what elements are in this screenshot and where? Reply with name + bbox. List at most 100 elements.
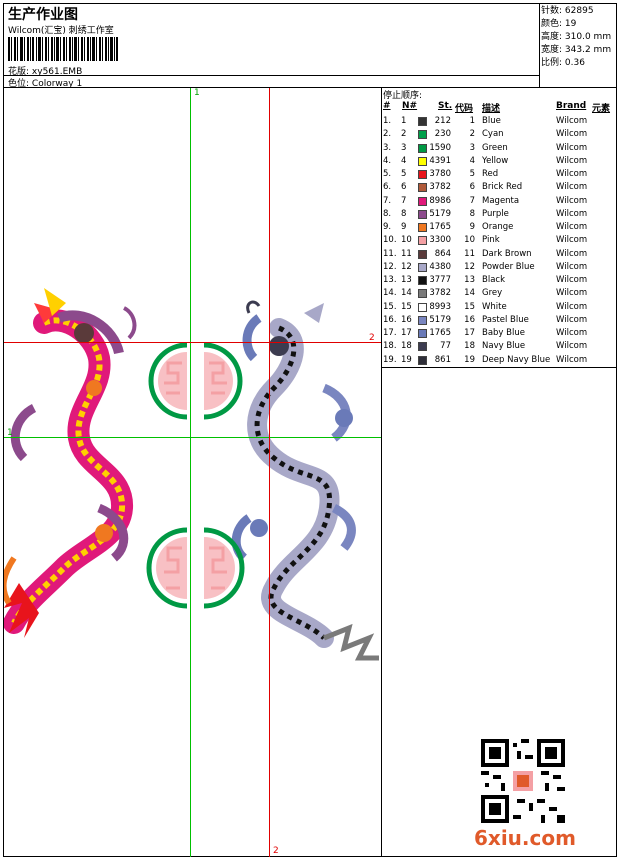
row-brand: Wilcom bbox=[556, 354, 588, 365]
row-brand: Wilcom bbox=[556, 129, 588, 140]
stop-sequence-title: 停止顺序: bbox=[383, 91, 423, 101]
row-description: Orange bbox=[482, 222, 514, 232]
color-swatch bbox=[418, 209, 427, 219]
color-swatch bbox=[418, 342, 427, 352]
row-code: 19 bbox=[464, 354, 475, 365]
row-stitches: 8986 bbox=[429, 195, 451, 206]
row-index: 12. bbox=[383, 261, 397, 272]
row-description: Grey bbox=[482, 288, 503, 299]
row-code: 3 bbox=[469, 142, 475, 153]
table-row[interactable]: 12. 12 4380 12 Powder Blue Wilcom bbox=[383, 261, 615, 274]
row-brand: Wilcom bbox=[556, 248, 588, 259]
color-swatch bbox=[418, 117, 427, 126]
row-description: Black bbox=[482, 275, 505, 285]
row-stitches: 4391 bbox=[429, 155, 451, 166]
row-brand: Wilcom bbox=[556, 328, 588, 338]
row-stitches: 212 bbox=[434, 116, 451, 126]
table-row[interactable]: 11. 11 864 11 Dark Brown Wilcom bbox=[383, 248, 615, 261]
table-row[interactable]: 6. 6 3782 6 Brick Red Wilcom bbox=[383, 181, 615, 194]
row-stitches: 230 bbox=[434, 129, 451, 140]
table-row[interactable]: 15. 15 8993 15 White Wilcom bbox=[383, 301, 615, 314]
row-index: 9. bbox=[383, 222, 392, 232]
row-code: 7 bbox=[469, 195, 475, 206]
row-index: 3. bbox=[383, 142, 392, 153]
row-needle: 19 bbox=[401, 354, 412, 365]
row-needle: 16 bbox=[401, 314, 412, 325]
row-needle: 13 bbox=[401, 275, 412, 285]
stats-panel: 针数: 62895 颜色: 19 高度: 310.0 mm 宽度: 343.2 … bbox=[541, 5, 611, 70]
green-guide-label-left: 1 bbox=[7, 428, 13, 438]
table-row[interactable]: 8. 8 5179 8 Purple Wilcom bbox=[383, 208, 615, 221]
design-value: xy561.EMB bbox=[31, 67, 83, 77]
row-brand: Wilcom bbox=[556, 222, 588, 232]
medallion-bottom-left bbox=[146, 527, 188, 609]
row-stitches: 3300 bbox=[429, 235, 451, 246]
row-code: 13 bbox=[464, 275, 475, 285]
row-brand: Wilcom bbox=[556, 155, 588, 166]
color-swatch bbox=[418, 143, 427, 153]
colorway-label: 色位: bbox=[8, 79, 30, 89]
row-brand: Wilcom bbox=[556, 288, 588, 299]
watermark-logo: 6xiu.com bbox=[474, 826, 576, 850]
row-brand: Wilcom bbox=[556, 182, 588, 193]
row-description: Purple bbox=[482, 208, 509, 219]
row-stitches: 861 bbox=[434, 354, 451, 365]
table-row[interactable]: 1. 1 212 1 Blue Wilcom bbox=[383, 115, 615, 128]
color-swatch bbox=[418, 236, 427, 246]
row-needle: 2 bbox=[401, 129, 407, 140]
green-vertical-guide bbox=[190, 88, 191, 857]
table-row[interactable]: 19. 19 861 19 Deep Navy Blue Wilcom bbox=[383, 354, 615, 367]
row-index: 17. bbox=[383, 328, 397, 338]
row-brand: Wilcom bbox=[556, 261, 588, 272]
row-stitches: 1765 bbox=[429, 222, 451, 232]
row-description: Cyan bbox=[482, 129, 504, 140]
table-row[interactable]: 3. 3 1590 3 Green Wilcom bbox=[383, 142, 615, 155]
design-canvas bbox=[4, 288, 379, 661]
table-row[interactable]: 5. 5 3780 5 Red Wilcom bbox=[383, 168, 615, 181]
colorway-line: 色位: Colorway 1 bbox=[8, 76, 82, 89]
row-index: 15. bbox=[383, 301, 397, 312]
table-row[interactable]: 17. 17 1765 17 Baby Blue Wilcom bbox=[383, 327, 615, 340]
row-stitches: 3782 bbox=[429, 288, 451, 299]
row-needle: 8 bbox=[401, 208, 407, 219]
color-count: 颜色: 19 bbox=[541, 18, 577, 29]
row-description: Yellow bbox=[482, 155, 509, 166]
row-index: 16. bbox=[383, 314, 397, 325]
row-index: 4. bbox=[383, 155, 392, 166]
row-code: 2 bbox=[469, 129, 475, 140]
red-vertical-guide bbox=[269, 88, 270, 857]
color-swatch bbox=[418, 196, 427, 206]
row-code: 6 bbox=[469, 182, 475, 193]
table-row[interactable]: 18. 18 77 18 Navy Blue Wilcom bbox=[383, 340, 615, 353]
table-row[interactable]: 9. 9 1765 9 Orange Wilcom bbox=[383, 221, 615, 234]
table-row[interactable]: 10. 10 3300 10 Pink Wilcom bbox=[383, 234, 615, 247]
row-index: 2. bbox=[383, 129, 392, 140]
right-dragon bbox=[231, 300, 379, 661]
red-guide-label-right: 2 bbox=[369, 333, 375, 343]
table-row[interactable]: 16. 16 5179 16 Pastel Blue Wilcom bbox=[383, 314, 615, 327]
row-code: 15 bbox=[464, 301, 475, 312]
row-stitches: 1590 bbox=[429, 142, 451, 153]
row-code: 16 bbox=[464, 314, 475, 325]
table-row[interactable]: 7. 7 8986 7 Magenta Wilcom bbox=[383, 195, 615, 208]
table-row[interactable]: 14. 14 3782 14 Grey Wilcom bbox=[383, 287, 615, 300]
row-brand: Wilcom bbox=[556, 314, 588, 325]
barcode bbox=[8, 37, 118, 61]
row-needle: 9 bbox=[401, 222, 407, 232]
color-swatch bbox=[418, 130, 427, 140]
row-needle: 7 bbox=[401, 195, 407, 206]
row-stitches: 1765 bbox=[429, 328, 451, 338]
divider bbox=[3, 75, 539, 76]
scale-value: 比例: 0.36 bbox=[541, 57, 585, 68]
colorway-value: Colorway 1 bbox=[31, 79, 83, 89]
row-description: Baby Blue bbox=[482, 328, 525, 338]
row-description: Pastel Blue bbox=[482, 314, 529, 325]
row-stitches: 3777 bbox=[429, 275, 451, 285]
row-index: 1. bbox=[383, 116, 392, 126]
row-needle: 1 bbox=[401, 116, 407, 126]
table-row[interactable]: 13. 13 3777 13 Black Wilcom bbox=[383, 274, 615, 287]
table-row[interactable]: 4. 4 4391 4 Yellow Wilcom bbox=[383, 155, 615, 168]
row-description: Green bbox=[482, 142, 508, 153]
table-row[interactable]: 2. 2 230 2 Cyan Wilcom bbox=[383, 128, 615, 141]
width-value: 宽度: 343.2 mm bbox=[541, 44, 612, 55]
